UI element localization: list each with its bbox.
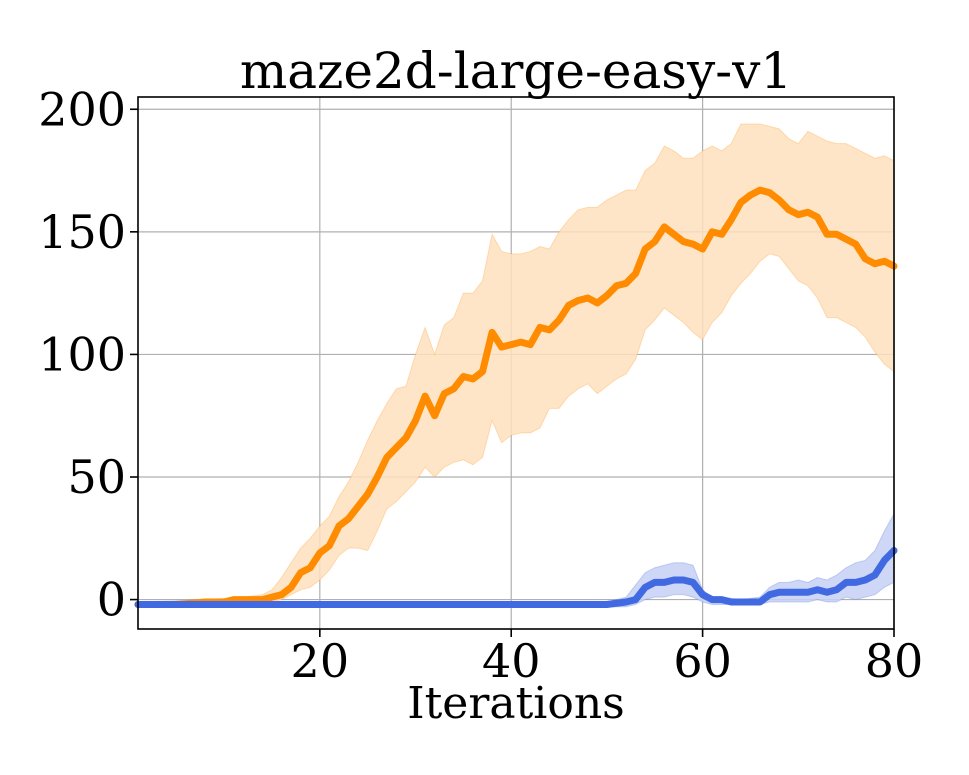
x-ticks: 20 40 60 80 <box>291 629 924 688</box>
series-lines <box>134 186 898 608</box>
chart-title: maze2d-large-easy-v1 <box>240 42 792 100</box>
y-ticks: 0 50 100 150 200 <box>38 82 138 627</box>
x-tick-label: 60 <box>673 634 732 688</box>
y-tick-label: 0 <box>97 573 126 627</box>
y-tick-label: 50 <box>67 450 126 504</box>
y-tick-label: 150 <box>38 205 126 259</box>
x-tick-label: 40 <box>482 634 541 688</box>
plot-frame <box>137 96 895 630</box>
x-tick-label: 20 <box>291 634 350 688</box>
y-tick-label: 200 <box>38 82 126 136</box>
y-tick-label: 100 <box>38 327 126 381</box>
series-band-0 <box>137 123 895 608</box>
series-line-1 <box>134 547 898 608</box>
x-axis-label: Iterations <box>407 678 625 729</box>
x-tick-label: 80 <box>865 634 924 688</box>
confidence-bands <box>137 123 895 608</box>
series-line-0 <box>134 186 898 608</box>
